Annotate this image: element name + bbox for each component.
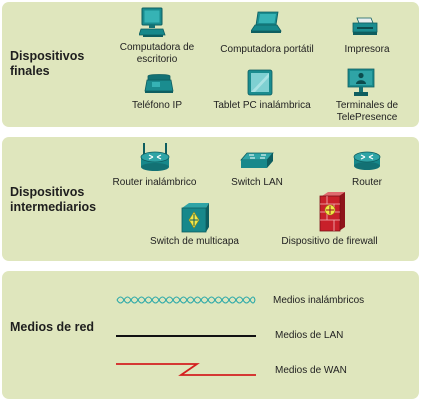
lan-switch-label-line1: Switch LAN [231,177,283,188]
laptop-label: Computadora portátil [212,44,322,56]
lan-switch-icon [240,152,274,168]
firewall-label-line1: Dispositivo de firewall [281,236,378,247]
lan-media-label: Medios de LAN [275,330,343,342]
telepresence-label-line1: Terminales de [335,100,399,111]
wireless-router-label: Router inalámbrico [107,177,202,189]
laptop-icon [251,11,282,33]
lan-switch-label: Switch LAN [222,177,292,189]
printer-label: Impresora [332,44,402,56]
intermediary-devices-title-line2: intermediarios [10,200,97,214]
desktop-computer-label: Computadora de escritorio [107,42,207,65]
telepresence-icon [347,68,375,96]
wireless-router-icon [140,143,170,171]
wireless-media-line-icon [116,296,256,304]
end-devices-title-line1: Dispositivos [10,49,85,63]
router-icon [353,151,381,170]
wireless-media-label: Medios inalámbricos [273,295,364,307]
lan-media-line-icon [116,335,256,337]
network-media-title: Medios de red [10,320,94,335]
intermediary-devices-title: Dispositivos intermediarios [10,185,96,215]
network-media-title-line1: Medios de red [10,320,95,334]
telepresence-label-line2: TelePresence [336,111,398,123]
desktop-computer-label-line1: Computadora de [119,42,195,53]
lan-media-label-line1: Medios de LAN [275,330,344,341]
laptop-label-line1: Computadora portátil [220,44,314,55]
ip-phone-label-line1: Teléfono IP [131,100,183,111]
intermediary-devices-title-line1: Dispositivos [10,185,85,199]
tablet-label: Tablet PC inalámbrica [207,100,317,112]
router-label-line1: Router [351,177,382,188]
end-devices-panel: Dispositivos finales Computadora de escr… [2,2,419,127]
multilayer-switch-label: Switch de multicapa [147,236,242,248]
wan-media-line-icon [116,363,256,376]
ip-phone-label: Teléfono IP [122,100,192,112]
firewall-icon [319,192,345,232]
wan-media-label-line1: Medios de WAN [275,365,347,376]
ip-phone-icon [144,74,174,93]
telepresence-label: Terminales de TelePresence [327,100,407,123]
wan-media-label: Medios de WAN [275,365,347,377]
multilayer-switch-label-line1: Switch de multicapa [150,236,239,247]
end-devices-title-line2: finales [10,64,50,78]
desktop-computer-label-line2: escritorio [136,53,178,65]
end-devices-title: Dispositivos finales [10,49,84,79]
wireless-media-label-line1: Medios inalámbricos [273,295,365,306]
network-media-panel: Medios de red Medios inalámbricos Medios… [2,271,419,399]
tablet-label-line1: Tablet PC inalámbrica [213,100,311,111]
intermediary-devices-panel: Dispositivos intermediarios Router inalá… [2,137,419,261]
printer-icon [352,17,378,35]
multilayer-switch-icon [181,203,209,233]
printer-label-line1: Impresora [344,44,390,55]
router-label: Router [340,177,394,189]
desktop-computer-icon [139,7,166,37]
firewall-label: Dispositivo de firewall [272,236,387,248]
tablet-icon [247,69,273,96]
wireless-router-label-line1: Router inalámbrico [112,177,197,188]
